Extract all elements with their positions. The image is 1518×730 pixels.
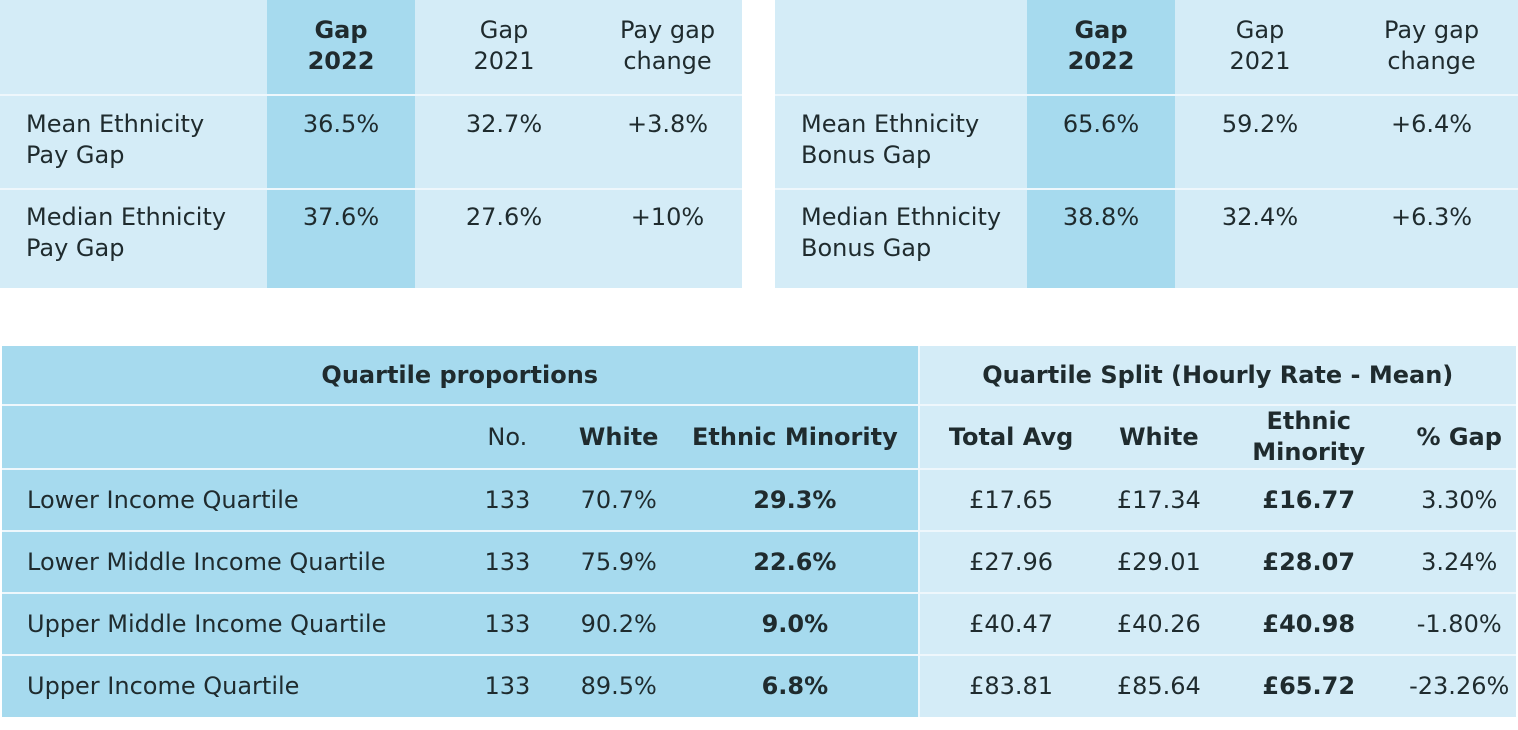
gap-change-value: +6.3% <box>1345 188 1518 288</box>
no-value: 133 <box>449 468 566 531</box>
gap-2021-value: 59.2% <box>1175 94 1345 189</box>
white-rate-value: £17.34 <box>1102 468 1216 531</box>
row-label: Lower Income Quartile <box>2 468 450 531</box>
header-white-rate: White <box>1102 404 1216 469</box>
white-rate-value: £40.26 <box>1102 592 1216 655</box>
ethnic-minority-rate-value: £28.07 <box>1215 530 1403 593</box>
header-pct-gap: % Gap <box>1402 404 1516 469</box>
table-header-row: Gap 2022 Gap 2021 Pay gap change <box>0 0 742 95</box>
bonus-gap-table: Gap 2022 Gap 2021 Pay gap change Mean Ethni… <box>775 0 1518 288</box>
header-gap-2022: Gap 2022 <box>1027 0 1175 95</box>
row-label: Median Ethnicity Bonus Gap <box>775 188 1027 288</box>
pct-gap-value: -23.26% <box>1402 654 1516 717</box>
gap-2021-value: 32.7% <box>415 94 593 189</box>
white-rate-value: £29.01 <box>1102 530 1216 593</box>
pct-gap-value: -1.80% <box>1402 592 1516 655</box>
no-value: 133 <box>449 530 566 593</box>
table-row: Median Ethnicity Pay Gap 37.6% 27.6% +10% <box>0 188 742 288</box>
ethnic-minority-rate-value: £40.98 <box>1215 592 1403 655</box>
gap-2021-value: 27.6% <box>415 188 593 288</box>
ethnic-minority-value: 22.6% <box>672 530 919 593</box>
header-empty-cell <box>2 404 450 469</box>
total-avg-value: £27.96 <box>917 530 1103 593</box>
header-pay-gap-change: Pay gap change <box>1383 16 1480 75</box>
gap-change-value: +10% <box>593 188 742 288</box>
total-avg-value: £17.65 <box>917 468 1103 531</box>
white-value: 89.5% <box>565 654 673 717</box>
table-row: Upper Income Quartile 133 89.5% 6.8% £83… <box>2 654 1516 717</box>
pct-gap-value: 3.24% <box>1402 530 1516 593</box>
ethnic-minority-value: 29.3% <box>672 468 919 531</box>
white-value: 90.2% <box>565 592 673 655</box>
header-empty-cell <box>775 0 1027 95</box>
header-pay-gap-change: Pay gap change <box>619 16 716 75</box>
row-label: Upper Middle Income Quartile <box>2 592 450 655</box>
ethnic-minority-value: 6.8% <box>672 654 919 717</box>
header-ethnic-minority-rate: Ethnic Minority <box>1215 404 1403 469</box>
header-white: White <box>565 404 673 469</box>
white-value: 70.7% <box>565 468 673 531</box>
quartile-split-title: Quartile Split (Hourly Rate - Mean) <box>917 346 1516 405</box>
row-label: Median Ethnicity Pay Gap <box>0 188 267 288</box>
gap-2022-value: 37.6% <box>267 188 415 288</box>
header-empty-cell <box>0 0 267 95</box>
white-value: 75.9% <box>565 530 673 593</box>
table-row: Mean Ethnicity Bonus Gap 65.6% 59.2% +6.4… <box>775 94 1518 189</box>
table-row: Upper Middle Income Quartile 133 90.2% 9… <box>2 592 1516 655</box>
quartile-table: Quartile proportions Quartile Split (Hou… <box>2 346 1516 717</box>
table-row: Median Ethnicity Bonus Gap 38.8% 32.4% +6… <box>775 188 1518 288</box>
gap-2022-value: 38.8% <box>1027 188 1175 288</box>
gap-2022-value: 65.6% <box>1027 94 1175 189</box>
ethnic-minority-rate-value: £16.77 <box>1215 468 1403 531</box>
ethnic-minority-value: 9.0% <box>672 592 919 655</box>
gap-change-value: +3.8% <box>593 94 742 189</box>
pay-gap-table: Gap 2022 Gap 2021 Pay gap change Mean Ethni… <box>0 0 742 288</box>
total-avg-value: £40.47 <box>917 592 1103 655</box>
quartile-proportions-title: Quartile proportions <box>2 346 919 405</box>
header-total-avg: Total Avg <box>917 404 1103 469</box>
header-ethnic-minority: Ethnic Minority <box>672 404 919 469</box>
header-gap-2021: Gap 2021 <box>473 16 535 75</box>
ethnic-minority-rate-value: £65.72 <box>1215 654 1403 717</box>
total-avg-value: £83.81 <box>917 654 1103 717</box>
quartile-title-row: Quartile proportions Quartile Split (Hou… <box>2 346 1516 405</box>
gap-2022-value: 36.5% <box>267 94 415 189</box>
pct-gap-value: 3.30% <box>1402 468 1516 531</box>
gap-change-value: +6.4% <box>1345 94 1518 189</box>
table-row: Lower Middle Income Quartile 133 75.9% 2… <box>2 530 1516 593</box>
table-header-row: Gap 2022 Gap 2021 Pay gap change <box>775 0 1518 95</box>
no-value: 133 <box>449 654 566 717</box>
header-no: No. <box>449 404 566 469</box>
white-rate-value: £85.64 <box>1102 654 1216 717</box>
header-gap-2021: Gap 2021 <box>1229 16 1291 75</box>
table-row: Lower Income Quartile 133 70.7% 29.3% £1… <box>2 468 1516 531</box>
gap-2021-value: 32.4% <box>1175 188 1345 288</box>
row-label: Upper Income Quartile <box>2 654 450 717</box>
row-label: Mean Ethnicity Pay Gap <box>0 94 267 189</box>
table-row: Mean Ethnicity Pay Gap 36.5% 32.7% +3.8% <box>0 94 742 189</box>
header-gap-2022: Gap 2022 <box>267 0 415 95</box>
row-label: Mean Ethnicity Bonus Gap <box>775 94 1027 189</box>
quartile-header-row: No. White Ethnic Minority Total Avg Whit… <box>2 404 1516 469</box>
row-label: Lower Middle Income Quartile <box>2 530 450 593</box>
no-value: 133 <box>449 592 566 655</box>
